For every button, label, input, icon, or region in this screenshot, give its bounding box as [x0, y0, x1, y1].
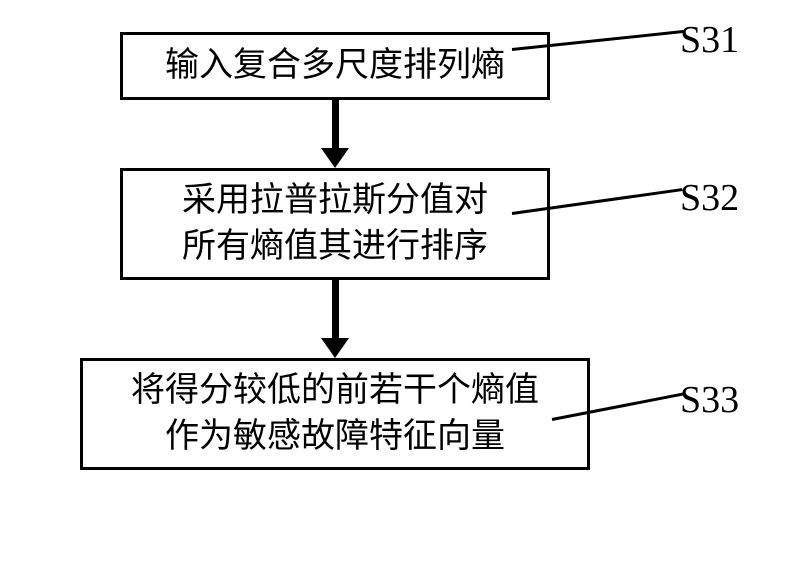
arrow-2 [321, 280, 349, 358]
arrow-1 [321, 100, 349, 168]
step-text-2: 采用拉普拉斯分值对所有熵值其进行排序 [182, 178, 488, 270]
label-s32: S32 [680, 176, 739, 220]
step-text-1: 输入复合多尺度排列熵 [165, 43, 505, 89]
flowchart: 输入复合多尺度排列熵 采用拉普拉斯分值对所有熵值其进行排序 将得分较低的前若干个… [80, 32, 590, 470]
step-box-3: 将得分较低的前若干个熵值作为敏感故障特征向量 [80, 358, 590, 470]
arrow-1-shaft [332, 100, 339, 148]
label-s31: S31 [680, 18, 739, 62]
arrow-1-head [321, 148, 349, 168]
arrow-2-shaft [332, 280, 339, 338]
arrow-2-head [321, 338, 349, 358]
step-box-1: 输入复合多尺度排列熵 [120, 32, 550, 100]
step-text-3: 将得分较低的前若干个熵值作为敏感故障特征向量 [131, 368, 539, 460]
step-box-2: 采用拉普拉斯分值对所有熵值其进行排序 [120, 168, 550, 280]
label-s33: S33 [680, 378, 739, 422]
